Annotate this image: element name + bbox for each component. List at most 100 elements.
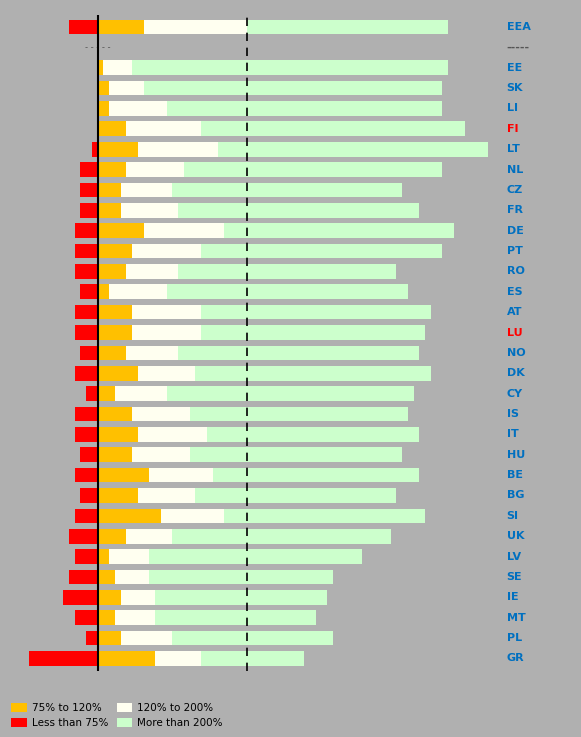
Bar <box>103 60 132 75</box>
Bar <box>132 325 201 340</box>
Text: IE: IE <box>507 593 518 602</box>
Bar <box>98 284 109 299</box>
Bar <box>178 203 419 217</box>
Bar <box>98 590 121 604</box>
Bar <box>127 264 178 279</box>
Text: FI: FI <box>507 124 518 134</box>
Bar <box>195 488 396 503</box>
Bar <box>98 488 138 503</box>
Text: -----: ----- <box>507 42 530 52</box>
Bar <box>98 407 132 422</box>
Bar <box>138 427 207 441</box>
Bar <box>98 325 132 340</box>
Bar <box>173 183 402 198</box>
Bar <box>109 549 149 564</box>
Bar <box>161 509 224 523</box>
Bar <box>75 366 98 380</box>
Text: SE: SE <box>507 572 522 582</box>
Bar <box>98 264 127 279</box>
Bar <box>98 529 127 544</box>
Bar <box>75 468 98 483</box>
Bar <box>167 284 408 299</box>
Bar <box>144 20 247 35</box>
Bar <box>98 101 109 116</box>
Bar <box>224 223 454 238</box>
Bar <box>115 386 167 401</box>
Bar <box>138 142 218 156</box>
Text: PL: PL <box>507 633 522 643</box>
Bar <box>149 549 362 564</box>
Bar <box>201 305 431 319</box>
Bar <box>69 20 98 35</box>
Bar <box>80 488 98 503</box>
Bar <box>127 122 201 136</box>
Bar <box>213 468 419 483</box>
Bar <box>98 610 115 625</box>
Text: DE: DE <box>507 226 523 236</box>
Bar <box>98 468 149 483</box>
Bar <box>98 183 121 198</box>
Bar <box>189 407 408 422</box>
Text: RO: RO <box>507 266 525 276</box>
Bar <box>75 264 98 279</box>
Text: NO: NO <box>507 348 525 358</box>
Bar <box>144 223 224 238</box>
Bar <box>98 386 115 401</box>
Bar <box>98 81 109 95</box>
Bar <box>115 570 149 584</box>
Bar <box>98 651 155 666</box>
Text: CZ: CZ <box>507 185 523 195</box>
Bar <box>149 570 333 584</box>
Bar <box>173 529 390 544</box>
Text: AT: AT <box>507 307 522 317</box>
Text: FR: FR <box>507 206 522 215</box>
Text: ES: ES <box>507 287 522 297</box>
Text: LT: LT <box>507 144 519 154</box>
Text: LV: LV <box>507 551 521 562</box>
Bar <box>224 509 425 523</box>
Bar <box>155 610 316 625</box>
Bar <box>127 162 184 177</box>
Text: BG: BG <box>507 491 524 500</box>
Bar <box>98 142 138 156</box>
Bar <box>98 631 121 646</box>
Bar <box>98 509 161 523</box>
Bar <box>98 549 109 564</box>
Bar <box>80 183 98 198</box>
Text: GR: GR <box>507 654 524 663</box>
Bar <box>132 407 189 422</box>
Bar <box>92 142 98 156</box>
Text: BE: BE <box>507 470 522 480</box>
Bar <box>109 81 144 95</box>
Bar <box>86 631 98 646</box>
Bar <box>80 162 98 177</box>
Text: DK: DK <box>507 368 525 378</box>
Bar <box>201 325 425 340</box>
Bar <box>121 183 173 198</box>
Bar <box>138 488 195 503</box>
Text: EEA: EEA <box>507 22 530 32</box>
Bar <box>98 203 121 217</box>
Bar <box>80 447 98 462</box>
Text: LI: LI <box>507 103 518 113</box>
Bar <box>98 346 127 360</box>
Bar <box>69 529 98 544</box>
Bar <box>75 325 98 340</box>
Bar <box>69 570 98 584</box>
Bar <box>98 20 144 35</box>
Bar <box>155 590 327 604</box>
Text: LU: LU <box>507 327 522 338</box>
Bar <box>121 590 155 604</box>
Bar <box>189 447 402 462</box>
Bar <box>75 407 98 422</box>
Bar <box>63 590 98 604</box>
Bar <box>121 631 173 646</box>
Bar <box>167 386 414 401</box>
Bar <box>75 223 98 238</box>
Bar <box>138 366 195 380</box>
Text: HU: HU <box>507 450 525 460</box>
Bar <box>98 366 138 380</box>
Text: PT: PT <box>507 246 522 256</box>
Text: UK: UK <box>507 531 524 541</box>
Text: MT: MT <box>507 612 525 623</box>
